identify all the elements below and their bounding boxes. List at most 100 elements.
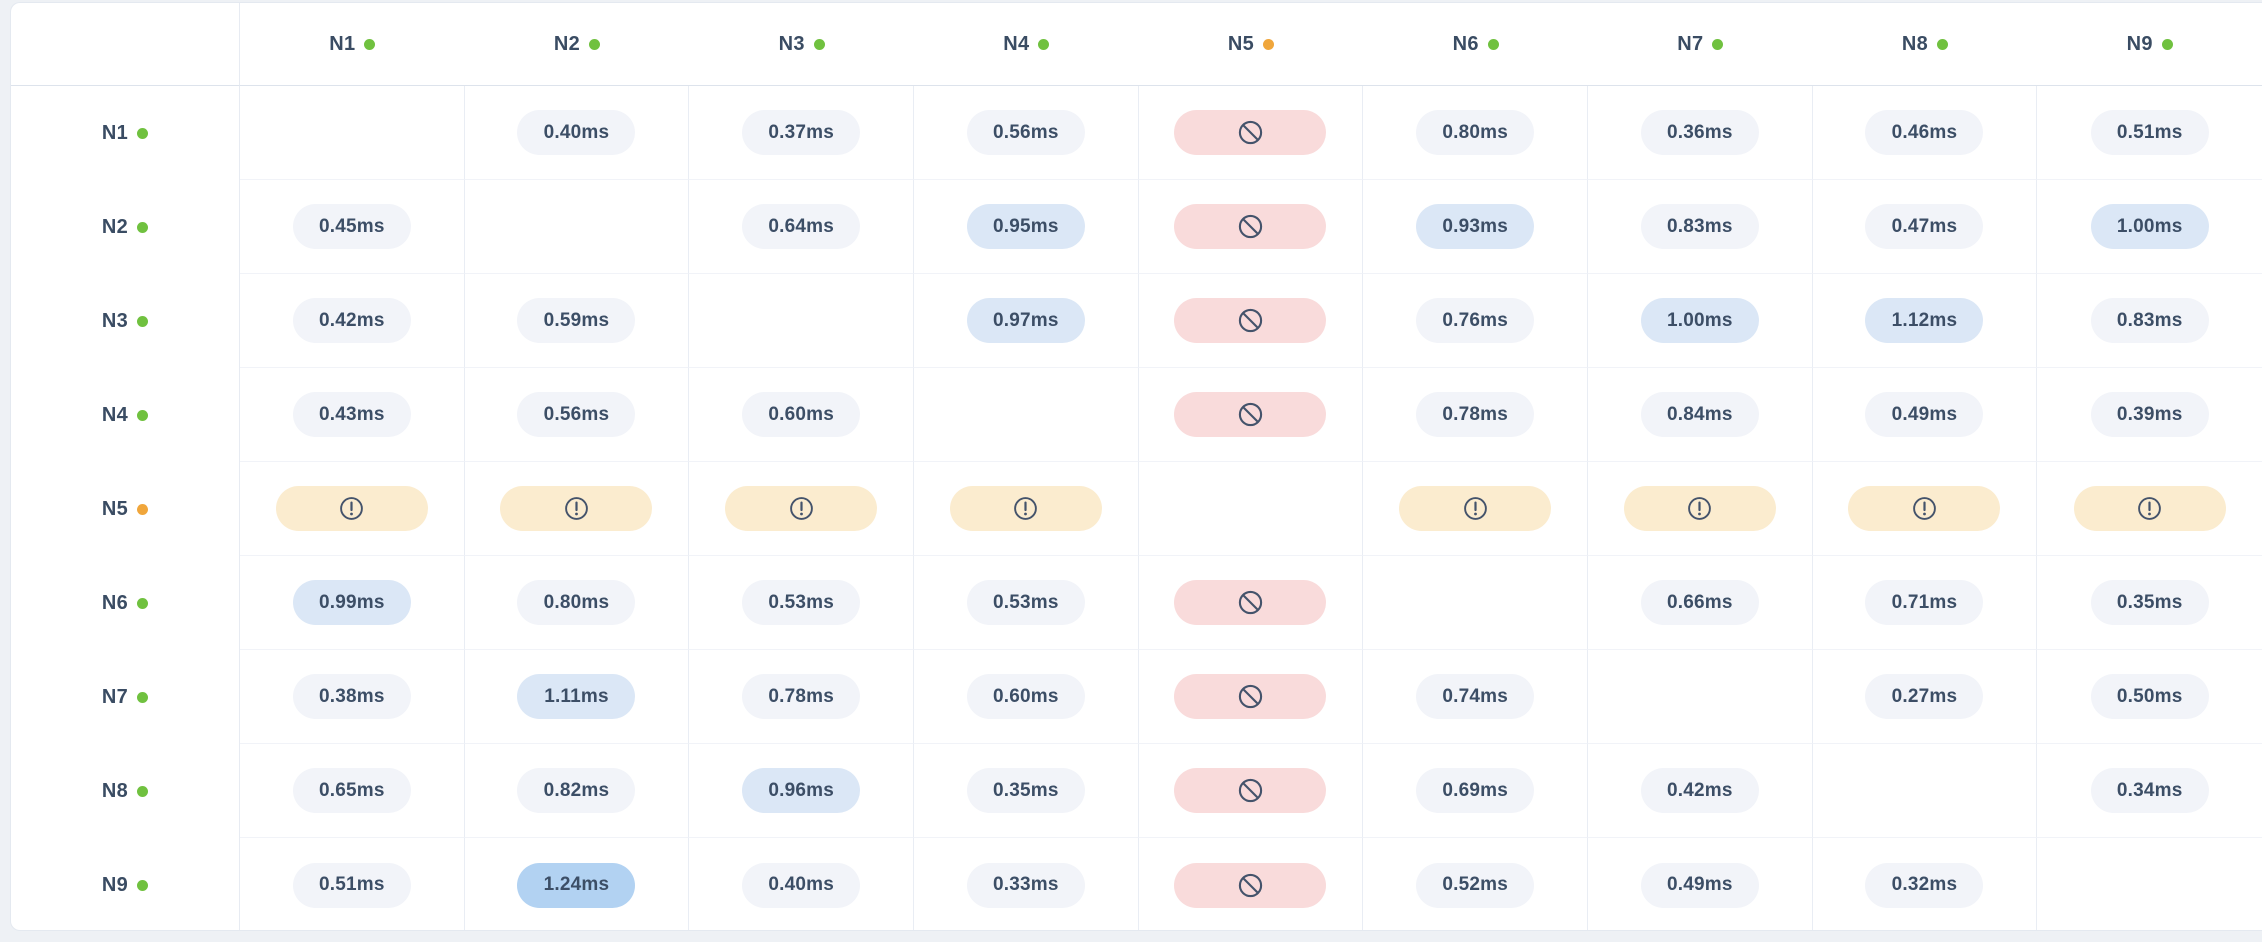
healthy-status-dot [813, 38, 825, 50]
latency-pill[interactable]: 0.35ms [966, 768, 1085, 813]
column-header-N1[interactable]: N1 [240, 3, 465, 86]
latency-pill[interactable]: 0.56ms [517, 392, 636, 437]
row-header-N6[interactable]: N6 [11, 556, 240, 650]
latency-pill[interactable]: 0.49ms [1640, 862, 1759, 908]
latency-pill[interactable]: 0.64ms [742, 204, 861, 249]
column-header-N7[interactable]: N7 [1588, 3, 1813, 86]
blocked-pill[interactable] [1174, 204, 1327, 249]
latency-pill[interactable]: 0.76ms [1416, 298, 1535, 343]
latency-pill[interactable]: 0.35ms [2090, 580, 2209, 625]
matrix-cell-N1-N2: 0.40ms [464, 86, 690, 180]
row-header-N1[interactable]: N1 [11, 86, 240, 180]
latency-pill[interactable]: 0.42ms [292, 298, 411, 343]
latency-pill[interactable]: 0.32ms [1865, 862, 1984, 908]
node-label: N4 [101, 403, 129, 426]
row-header-N2[interactable]: N2 [11, 180, 240, 274]
warning-pill[interactable] [500, 486, 653, 531]
latency-pill[interactable]: 0.36ms [1640, 110, 1759, 155]
column-header-N4[interactable]: N4 [914, 3, 1139, 86]
column-header-N8[interactable]: N8 [1812, 3, 2038, 86]
column-header-N6[interactable]: N6 [1363, 3, 1588, 86]
latency-pill[interactable]: 1.00ms [2090, 204, 2209, 249]
latency-pill[interactable]: 1.11ms [517, 674, 636, 719]
node-label: N8 [1901, 32, 1929, 55]
latency-pill[interactable]: 0.60ms [966, 674, 1085, 719]
latency-pill[interactable]: 0.83ms [1640, 204, 1759, 249]
latency-pill[interactable]: 0.82ms [517, 768, 636, 813]
latency-pill[interactable]: 0.38ms [292, 674, 411, 719]
latency-pill[interactable]: 0.34ms [2090, 768, 2209, 813]
latency-pill[interactable]: 0.71ms [1865, 580, 1984, 625]
matrix-cell-N6-N8: 0.71ms [1812, 556, 2038, 650]
warning-pill[interactable] [1848, 486, 2001, 531]
latency-pill[interactable]: 1.24ms [517, 862, 636, 908]
latency-pill[interactable]: 0.83ms [2090, 298, 2209, 343]
latency-pill[interactable]: 0.53ms [742, 580, 861, 625]
latency-pill[interactable]: 0.69ms [1416, 768, 1535, 813]
latency-pill[interactable]: 0.93ms [1416, 204, 1535, 249]
latency-pill[interactable]: 0.99ms [292, 580, 411, 625]
latency-pill[interactable]: 0.50ms [2090, 674, 2209, 719]
latency-pill[interactable]: 0.27ms [1865, 674, 1984, 719]
latency-pill[interactable]: 0.80ms [517, 580, 636, 625]
latency-pill[interactable]: 0.66ms [1640, 580, 1759, 625]
blocked-pill[interactable] [1174, 862, 1327, 908]
warning-pill[interactable] [275, 486, 428, 531]
column-header-N3[interactable]: N3 [689, 3, 914, 86]
blocked-pill[interactable] [1174, 392, 1327, 437]
latency-pill[interactable]: 0.97ms [966, 298, 1085, 343]
latency-pill[interactable]: 0.51ms [2090, 110, 2209, 155]
latency-pill[interactable]: 0.60ms [742, 392, 861, 437]
latency-pill[interactable]: 0.65ms [292, 768, 411, 813]
latency-pill[interactable]: 0.74ms [1416, 674, 1535, 719]
prohibition-icon [1238, 778, 1263, 803]
warning-pill[interactable] [2073, 486, 2226, 531]
latency-pill[interactable]: 0.59ms [517, 298, 636, 343]
matrix-cell-N4-N6: 0.78ms [1363, 368, 1588, 462]
latency-pill[interactable]: 0.52ms [1416, 862, 1535, 908]
latency-pill[interactable]: 0.78ms [742, 674, 861, 719]
latency-pill[interactable]: 0.42ms [1640, 768, 1759, 813]
warning-pill[interactable] [949, 486, 1102, 531]
warning-pill[interactable] [1623, 486, 1776, 531]
latency-pill[interactable]: 0.96ms [742, 768, 861, 813]
column-header-N2[interactable]: N2 [464, 3, 690, 86]
blocked-pill[interactable] [1174, 768, 1327, 813]
blocked-pill[interactable] [1174, 298, 1327, 343]
row-header-N4[interactable]: N4 [11, 368, 240, 462]
latency-pill[interactable]: 0.53ms [966, 580, 1085, 625]
warning-pill[interactable] [1399, 486, 1552, 531]
row-header-N5[interactable]: N5 [11, 462, 240, 556]
row-header-N9[interactable]: N9 [11, 838, 240, 930]
row-header-N8[interactable]: N8 [11, 744, 240, 838]
latency-pill[interactable]: 1.12ms [1865, 298, 1984, 343]
latency-pill[interactable]: 0.78ms [1416, 392, 1535, 437]
latency-pill[interactable]: 0.33ms [966, 862, 1085, 908]
latency-pill[interactable]: 0.84ms [1640, 392, 1759, 437]
latency-pill[interactable]: 0.40ms [517, 110, 636, 155]
latency-pill[interactable]: 1.00ms [1640, 298, 1759, 343]
matrix-cell-N7-N4: 0.60ms [914, 650, 1139, 744]
node-label: N9 [101, 873, 129, 896]
latency-pill[interactable]: 0.56ms [966, 110, 1085, 155]
latency-pill[interactable]: 0.43ms [292, 392, 411, 437]
column-header-N9[interactable]: N9 [2037, 3, 2262, 86]
warning-pill[interactable] [725, 486, 878, 531]
latency-pill[interactable]: 0.37ms [742, 110, 861, 155]
latency-pill[interactable]: 0.40ms [742, 862, 861, 908]
latency-pill[interactable]: 0.47ms [1865, 204, 1984, 249]
latency-pill[interactable]: 0.39ms [2090, 392, 2209, 437]
latency-pill[interactable]: 0.45ms [292, 204, 411, 249]
latency-pill[interactable]: 0.95ms [966, 204, 1085, 249]
row-header-N3[interactable]: N3 [11, 274, 240, 368]
latency-pill[interactable]: 0.46ms [1865, 110, 1984, 155]
latency-pill[interactable]: 0.49ms [1865, 392, 1984, 437]
latency-pill[interactable]: 0.51ms [292, 862, 411, 908]
blocked-pill[interactable] [1174, 674, 1327, 719]
latency-pill[interactable]: 0.80ms [1416, 110, 1535, 155]
blocked-pill[interactable] [1174, 110, 1327, 155]
matrix-cell-N2-N3: 0.64ms [689, 180, 914, 274]
column-header-N5[interactable]: N5 [1138, 3, 1364, 86]
row-header-N7[interactable]: N7 [11, 650, 240, 744]
blocked-pill[interactable] [1174, 580, 1327, 625]
